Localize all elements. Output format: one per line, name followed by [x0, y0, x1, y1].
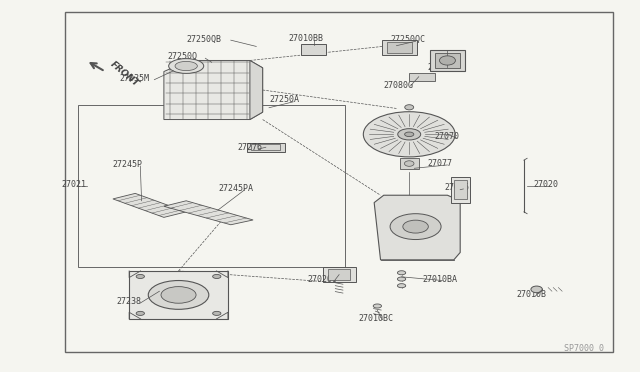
- Text: SP7000 0: SP7000 0: [564, 344, 604, 353]
- Text: 27020: 27020: [534, 180, 559, 189]
- Text: 27238: 27238: [116, 298, 141, 307]
- Text: 27035: 27035: [444, 183, 469, 192]
- Text: 27245PA: 27245PA: [218, 184, 253, 193]
- Text: 27250QC: 27250QC: [390, 35, 425, 44]
- Ellipse shape: [397, 129, 420, 140]
- Ellipse shape: [390, 214, 441, 240]
- Ellipse shape: [175, 61, 197, 71]
- Polygon shape: [164, 61, 262, 119]
- Ellipse shape: [212, 275, 221, 279]
- Text: 27010BC: 27010BC: [358, 314, 393, 323]
- Text: 27010BB: 27010BB: [288, 34, 323, 43]
- Ellipse shape: [404, 105, 413, 110]
- Ellipse shape: [136, 275, 145, 279]
- Ellipse shape: [404, 132, 414, 137]
- Ellipse shape: [169, 59, 204, 73]
- Ellipse shape: [397, 277, 406, 281]
- Bar: [301, 44, 326, 55]
- Text: 27077: 27077: [427, 159, 452, 169]
- Ellipse shape: [440, 56, 456, 65]
- Bar: [252, 144, 280, 150]
- Bar: [451, 177, 470, 203]
- Ellipse shape: [212, 311, 221, 315]
- Text: 27250QB: 27250QB: [186, 35, 221, 44]
- Ellipse shape: [404, 161, 414, 166]
- Ellipse shape: [364, 112, 455, 157]
- Ellipse shape: [148, 280, 209, 310]
- Bar: [323, 267, 356, 282]
- Ellipse shape: [397, 271, 406, 275]
- Polygon shape: [250, 61, 262, 119]
- Text: 27276: 27276: [237, 144, 262, 153]
- Ellipse shape: [403, 220, 428, 233]
- Bar: [129, 271, 228, 319]
- Bar: [382, 40, 417, 55]
- Ellipse shape: [531, 286, 542, 293]
- Ellipse shape: [397, 284, 406, 288]
- Text: 27010BA: 27010BA: [422, 275, 457, 283]
- Ellipse shape: [161, 286, 196, 303]
- Text: 27070: 27070: [435, 132, 460, 141]
- Text: 27245P: 27245P: [113, 160, 143, 169]
- Polygon shape: [374, 195, 460, 260]
- Ellipse shape: [136, 311, 145, 315]
- Bar: [454, 180, 467, 199]
- Bar: [399, 158, 419, 169]
- Text: 27010B: 27010B: [516, 290, 547, 299]
- Text: 27035M: 27035M: [119, 74, 149, 83]
- Bar: [328, 269, 350, 280]
- Bar: [435, 53, 460, 68]
- Bar: [430, 50, 465, 71]
- Bar: [65, 13, 613, 352]
- Bar: [78, 105, 346, 267]
- Text: 27080G: 27080G: [384, 81, 413, 90]
- Polygon shape: [113, 193, 186, 217]
- Text: 27250A: 27250A: [269, 96, 299, 105]
- Text: 270200: 270200: [307, 275, 337, 284]
- Text: FRONT: FRONT: [108, 60, 140, 89]
- Text: 27080: 27080: [427, 62, 452, 72]
- Bar: [246, 142, 285, 152]
- Ellipse shape: [373, 304, 381, 308]
- Bar: [409, 73, 435, 81]
- Text: 27250Q: 27250Q: [167, 52, 197, 61]
- Text: 27021: 27021: [61, 180, 86, 189]
- Bar: [387, 42, 412, 53]
- Polygon shape: [164, 201, 253, 225]
